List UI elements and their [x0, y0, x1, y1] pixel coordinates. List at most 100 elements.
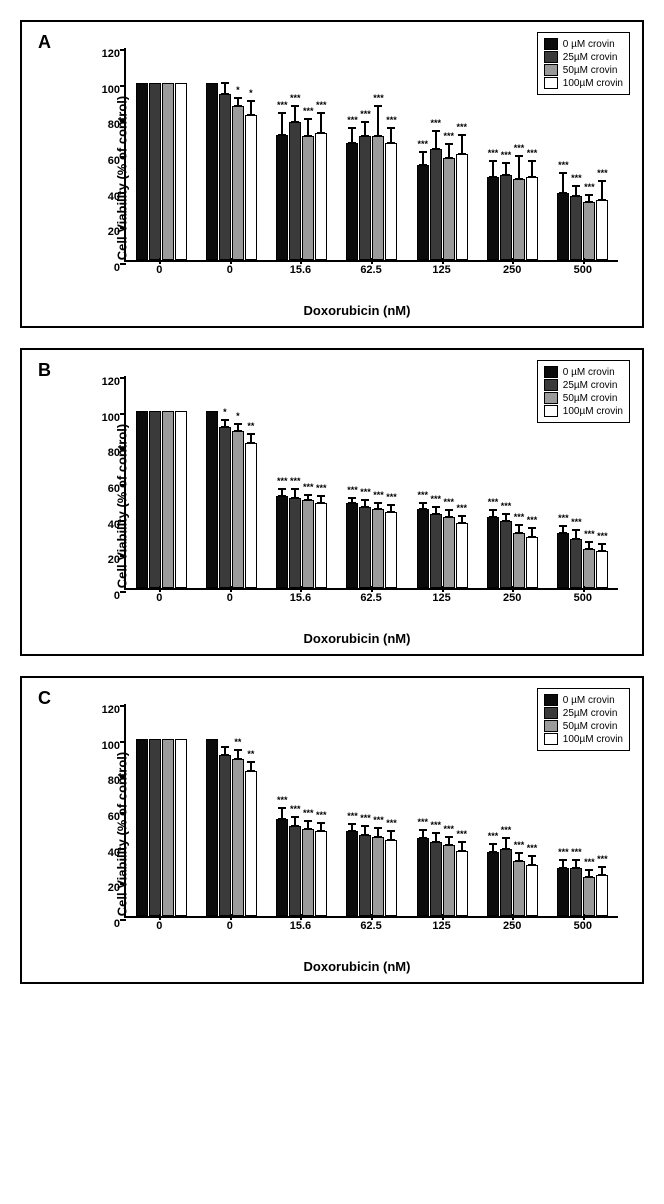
- bar: [149, 411, 161, 588]
- error-bar: [237, 423, 239, 432]
- bar-groups: ****************************************…: [126, 48, 618, 260]
- bar-group: ************: [407, 48, 477, 260]
- bar: [162, 739, 174, 916]
- y-tick-label: 120: [90, 704, 120, 716]
- significance-marker: ***: [290, 93, 301, 103]
- bar-group: ************: [337, 376, 407, 588]
- significance-marker: ***: [527, 515, 538, 525]
- x-tick-label: 500: [547, 920, 618, 944]
- x-tick-label: 62.5: [336, 592, 407, 616]
- significance-marker: ***: [360, 813, 371, 823]
- error-bar: [294, 488, 296, 499]
- significance-marker: ***: [558, 160, 569, 170]
- bar: ***: [526, 177, 538, 260]
- error-bar: [294, 816, 296, 827]
- bar: ***: [500, 521, 512, 588]
- error-bar: [422, 502, 424, 509]
- error-bar: [505, 837, 507, 849]
- significance-marker: ***: [290, 476, 301, 486]
- panel-label: C: [38, 688, 51, 709]
- y-tick-label: 100: [90, 412, 120, 424]
- significance-marker: ***: [418, 817, 429, 827]
- error-bar: [364, 825, 366, 836]
- bar: ***: [385, 840, 397, 916]
- error-bar: [422, 151, 424, 165]
- significance-marker: ***: [501, 150, 512, 160]
- error-bar: [307, 118, 309, 138]
- bar: ***: [385, 512, 397, 588]
- bar: ***: [596, 551, 608, 588]
- bar: ***: [487, 852, 499, 916]
- bar: **: [232, 759, 244, 916]
- error-bar: [448, 143, 450, 159]
- significance-marker: ***: [277, 476, 288, 486]
- significance-marker: ***: [347, 115, 358, 125]
- significance-marker: ***: [558, 847, 569, 857]
- error-bar: [351, 823, 353, 832]
- x-tick-label: 0: [195, 264, 266, 288]
- bar: ***: [526, 537, 538, 588]
- significance-marker: ***: [373, 815, 384, 825]
- bar: ***: [500, 849, 512, 916]
- bar: ***: [500, 175, 512, 260]
- significance-marker: ***: [488, 831, 499, 841]
- x-ticks: 0015.662.5125250500: [124, 592, 618, 616]
- bar-group: ****: [196, 376, 266, 588]
- error-bar: [281, 112, 283, 135]
- significance-marker: ***: [277, 100, 288, 110]
- bar: ***: [359, 136, 371, 260]
- bar: ***: [557, 533, 569, 588]
- error-bar: [307, 494, 309, 501]
- y-tick-label: 100: [90, 740, 120, 752]
- bar-group: ************: [477, 704, 547, 916]
- significance-marker: ***: [597, 168, 608, 178]
- bar-group: ************: [477, 48, 547, 260]
- significance-marker: ***: [571, 517, 582, 527]
- significance-marker: ***: [584, 857, 595, 867]
- bar-group: **: [196, 48, 266, 260]
- error-bar: [505, 513, 507, 522]
- significance-marker: ***: [290, 804, 301, 814]
- bar: ***: [513, 179, 525, 260]
- error-bar: [281, 807, 283, 819]
- bar: ***: [583, 549, 595, 588]
- bar: ***: [570, 868, 582, 916]
- x-tick-label: 250: [477, 920, 548, 944]
- error-bar: [492, 509, 494, 518]
- bar: *: [219, 427, 231, 588]
- x-tick-label: 125: [406, 592, 477, 616]
- error-bar: [575, 529, 577, 540]
- x-tick-label: 0: [124, 920, 195, 944]
- error-bar: [518, 155, 520, 180]
- bar: ***: [372, 837, 384, 917]
- error-bar: [351, 497, 353, 504]
- bar: ***: [417, 838, 429, 916]
- bar: ***: [487, 517, 499, 588]
- bar: ***: [276, 135, 288, 260]
- significance-marker: ***: [386, 492, 397, 502]
- panel-A: A0 µM crovin25µM crovin50µM crovin100µM …: [20, 20, 644, 328]
- bar-group: ****: [196, 704, 266, 916]
- error-bar: [435, 832, 437, 843]
- error-bar: [448, 836, 450, 847]
- bar: [175, 83, 187, 260]
- error-bar: [281, 488, 283, 497]
- bar: ***: [443, 845, 455, 916]
- error-bar: [377, 502, 379, 509]
- significance-marker: ***: [303, 808, 314, 818]
- significance-marker: *: [236, 85, 240, 95]
- error-bar: [250, 761, 252, 772]
- error-bar: [320, 822, 322, 833]
- bar-group: ************: [407, 376, 477, 588]
- bar-groups: ****************************************…: [126, 376, 618, 588]
- bar: ***: [315, 503, 327, 588]
- significance-marker: ***: [584, 529, 595, 539]
- significance-marker: ***: [444, 131, 455, 141]
- bar: ***: [443, 517, 455, 588]
- bar-group: ************: [337, 48, 407, 260]
- chart: 020406080100120Cell Viability (% of cont…: [90, 366, 624, 646]
- bar: [162, 411, 174, 588]
- error-bar: [435, 506, 437, 515]
- significance-marker: ***: [316, 810, 327, 820]
- bar-group: ************: [267, 48, 337, 260]
